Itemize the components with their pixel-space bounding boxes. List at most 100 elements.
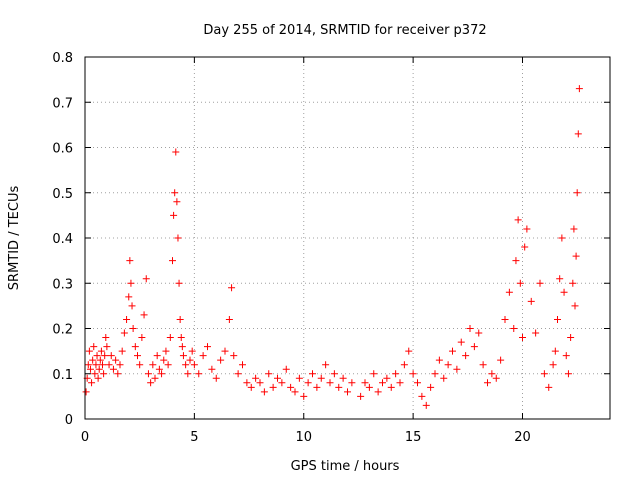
data-point [100,370,108,378]
data-point [571,302,579,310]
data-point [173,198,181,206]
data-point [558,234,566,242]
data-point [484,379,491,387]
data-point [282,365,290,373]
data-point [444,361,452,369]
data-point [422,401,430,409]
data-point [221,347,229,355]
data-point [549,361,557,369]
data-point [107,352,115,360]
data-point [274,374,281,382]
data-point [172,148,180,156]
grid [85,57,610,419]
data-point [147,379,155,387]
data-point [265,370,273,378]
data-point [269,383,277,391]
data-point [93,352,101,360]
data-point [247,383,255,391]
data-point [361,379,369,387]
data-point [405,347,413,355]
data-point [114,370,122,378]
y-tick-label: 0.1 [52,368,73,383]
data-point [572,252,580,260]
x-tick-label: 0 [81,430,89,445]
data-point [575,85,583,93]
data-point [126,257,134,265]
data-point [162,347,170,355]
data-point [344,388,351,396]
data-point [128,302,136,310]
data-point [313,383,321,391]
x-axis-label: GPS time / hours [291,459,400,474]
data-point [90,343,98,351]
y-tick-label: 0.3 [52,277,73,292]
data-point [475,329,483,337]
data-point [85,347,93,355]
data-point [129,325,137,332]
data-point [574,130,582,138]
data-point [131,343,139,351]
data-point [532,329,540,337]
data-point [228,284,236,292]
data-point [560,288,568,296]
data-point [330,370,338,378]
data-point [169,257,176,265]
x-tick-labels: 0 5 10 15 20 [81,430,531,445]
data-point [418,392,426,400]
data-point [99,361,106,369]
data-point [512,257,520,265]
data-point [170,211,178,219]
data-point [138,334,146,342]
data-point [570,225,578,233]
data-point [488,370,496,378]
data-point [120,329,128,337]
data-points [82,85,583,409]
x-tick-label: 20 [514,430,531,445]
data-point [435,356,443,364]
data-point [278,379,286,387]
data-point [470,343,478,351]
data-point [374,388,382,396]
data-point [142,275,150,283]
data-point [91,370,99,378]
data-point [501,315,509,323]
data-point [527,297,535,305]
data-point [400,361,408,369]
data-point [339,374,347,382]
data-point [260,388,268,396]
data-point [153,352,161,360]
data-point [479,361,487,369]
data-point [295,374,303,382]
data-point [188,347,196,355]
data-point [97,347,105,355]
data-point [573,189,581,197]
data-point [521,243,529,251]
data-point [149,361,157,369]
data-point [291,388,299,396]
y-tick-label: 0.5 [52,187,73,202]
data-point [164,361,172,369]
data-point [449,347,456,355]
data-point [466,325,474,332]
data-point [431,370,439,378]
data-point [462,352,470,360]
data-point [556,275,564,283]
data-point [309,370,316,378]
data-point [387,383,395,391]
data-point [109,365,117,373]
data-point [225,315,233,323]
data-point [505,288,513,296]
data-point [516,279,524,287]
data-point [140,311,148,319]
data-point [204,343,211,351]
chart-title: Day 255 of 2014, SRMTID for receiver p37… [203,23,486,38]
y-tick-label: 0.7 [52,96,73,111]
data-point [118,347,126,355]
data-point [252,374,260,382]
data-point [127,279,135,287]
data-point [195,370,203,378]
data-point [123,315,131,323]
data-point [492,374,500,382]
data-point [217,356,225,364]
